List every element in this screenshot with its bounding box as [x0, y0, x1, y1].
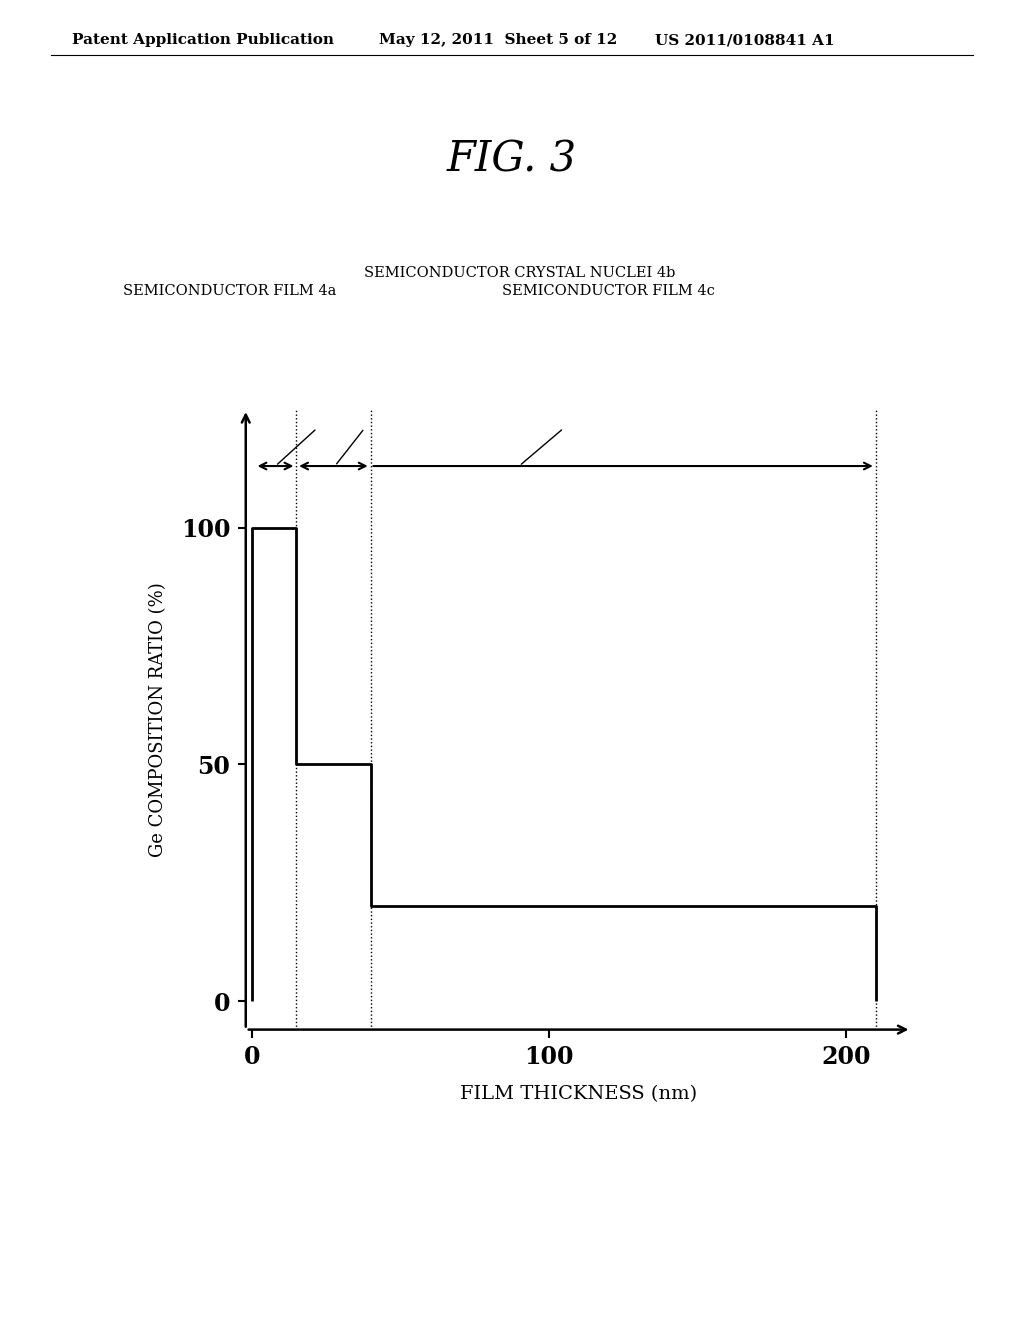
Text: May 12, 2011  Sheet 5 of 12: May 12, 2011 Sheet 5 of 12	[379, 33, 617, 48]
Text: SEMICONDUCTOR CRYSTAL NUCLEI 4b: SEMICONDUCTOR CRYSTAL NUCLEI 4b	[364, 265, 675, 280]
X-axis label: FILM THICKNESS (nm): FILM THICKNESS (nm)	[460, 1085, 697, 1104]
Text: SEMICONDUCTOR FILM 4c: SEMICONDUCTOR FILM 4c	[502, 284, 715, 298]
Text: US 2011/0108841 A1: US 2011/0108841 A1	[655, 33, 835, 48]
Y-axis label: Ge COMPOSITION RATIO (%): Ge COMPOSITION RATIO (%)	[150, 582, 167, 857]
Text: Patent Application Publication: Patent Application Publication	[72, 33, 334, 48]
Text: FIG. 3: FIG. 3	[446, 139, 578, 181]
Text: SEMICONDUCTOR FILM 4a: SEMICONDUCTOR FILM 4a	[123, 284, 336, 298]
